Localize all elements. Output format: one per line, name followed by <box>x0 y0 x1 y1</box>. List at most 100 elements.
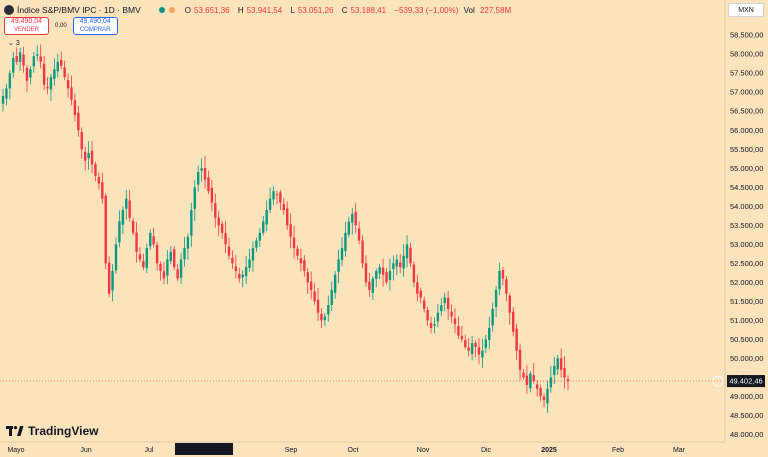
candle-body <box>56 61 59 72</box>
candle-body <box>354 211 357 226</box>
candle-body <box>279 192 282 203</box>
candle-body <box>522 372 525 378</box>
candle-body <box>49 77 53 90</box>
candle-body <box>375 270 378 279</box>
candle-body <box>440 305 443 312</box>
candle-body <box>15 56 18 62</box>
currency-selector[interactable]: MXN <box>728 3 764 17</box>
candle-body <box>114 244 118 271</box>
price-tick-label: 51.000,00 <box>730 316 763 325</box>
candles-group <box>1 44 570 413</box>
candle-body <box>94 164 97 176</box>
candle-body <box>347 221 351 235</box>
candle-body <box>286 208 289 226</box>
candle-body <box>337 259 340 272</box>
candle-body <box>488 327 491 341</box>
candle-body <box>282 203 285 211</box>
candle-body <box>224 233 227 245</box>
candle-body <box>460 335 464 340</box>
time-tick-label: Jun <box>80 447 91 454</box>
candle-body <box>296 248 299 256</box>
candle-body <box>364 263 368 283</box>
symbol-title[interactable]: Índice S&P/BMV IPC · 1D · BMV <box>17 5 141 15</box>
price-tick-label: 56.000,00 <box>730 126 763 135</box>
candle-body <box>8 73 12 89</box>
candle-body <box>399 262 402 268</box>
candle-body <box>433 324 436 326</box>
tradingview-logo[interactable]: TradingView <box>6 424 98 438</box>
candle-body <box>316 299 320 313</box>
candle-body <box>470 343 474 354</box>
symbol-logo-icon[interactable] <box>4 5 14 15</box>
candle-body <box>535 384 539 389</box>
candle-body <box>320 313 323 321</box>
candle-body <box>446 298 450 309</box>
candle-body <box>5 88 8 99</box>
crosshair-date-label: mié 24 Jul '24 <box>183 447 226 454</box>
candle-body <box>498 270 501 290</box>
time-tick-label: Jul <box>145 447 154 454</box>
candle-body <box>77 112 80 131</box>
candle-body <box>39 56 42 62</box>
candle-body <box>251 248 255 261</box>
logo-text: TradingView <box>28 424 99 438</box>
sell-label: VENDER <box>13 27 39 33</box>
candle-body <box>429 323 433 328</box>
sell-button[interactable]: 49.490,04 VENDER <box>4 17 49 35</box>
candle-body <box>29 69 32 78</box>
candle-body <box>80 131 83 150</box>
candle-body <box>344 232 347 251</box>
candle-body <box>200 168 203 171</box>
price-tick-label: 51.500,00 <box>730 297 763 306</box>
candle-body <box>231 257 234 264</box>
indicators-toggle[interactable]: ⌄ 3 <box>8 39 20 47</box>
candle-body <box>166 259 169 276</box>
last-price-label-group: 49.402,46 <box>712 375 765 388</box>
price-tick-label: 48.000,00 <box>730 430 763 439</box>
candle-body <box>416 282 419 294</box>
candle-body <box>258 232 262 241</box>
candle-body <box>255 240 258 248</box>
spread-value: 0,00 <box>55 23 67 29</box>
candle-body <box>323 316 327 320</box>
candle-body <box>299 258 303 264</box>
candle-body <box>227 246 231 256</box>
candle-body <box>42 63 46 85</box>
buy-label: COMPRAR <box>79 27 111 33</box>
candle-body <box>539 388 542 397</box>
candle-body <box>368 281 371 290</box>
candle-body <box>244 267 248 277</box>
candle-body <box>563 367 566 378</box>
candle-body <box>207 177 210 192</box>
candle-body <box>505 279 508 294</box>
candle-body <box>118 221 121 243</box>
candle-body <box>464 340 467 347</box>
candle-body <box>405 244 409 259</box>
candle-body <box>190 210 193 236</box>
price-tick-label: 57.500,00 <box>730 69 763 78</box>
add-alert-icon[interactable] <box>712 375 724 387</box>
time-tick-label: Oct <box>348 447 359 454</box>
price-tick-label: 54.000,00 <box>730 202 763 211</box>
candle-body <box>18 52 22 62</box>
candle-body <box>542 396 546 401</box>
candle-body <box>419 290 422 298</box>
last-price-text: 49.402,46 <box>729 377 762 386</box>
candle-body <box>272 191 275 200</box>
candle-body <box>70 87 73 100</box>
candle-body <box>220 223 224 233</box>
price-tick-label: 54.500,00 <box>730 183 763 192</box>
candle-body <box>289 224 292 237</box>
candle-body <box>546 388 549 404</box>
candle-body <box>457 326 460 336</box>
candle-body <box>327 305 330 315</box>
candle-body <box>333 274 337 293</box>
candle-body <box>518 349 522 370</box>
candle-body <box>138 254 142 260</box>
candle-body <box>275 194 279 196</box>
price-tick-label: 56.500,00 <box>730 107 763 116</box>
candle-body <box>186 236 190 249</box>
buy-button[interactable]: 49.490,04 COMPRAR <box>72 17 118 35</box>
candle-body <box>450 311 453 317</box>
